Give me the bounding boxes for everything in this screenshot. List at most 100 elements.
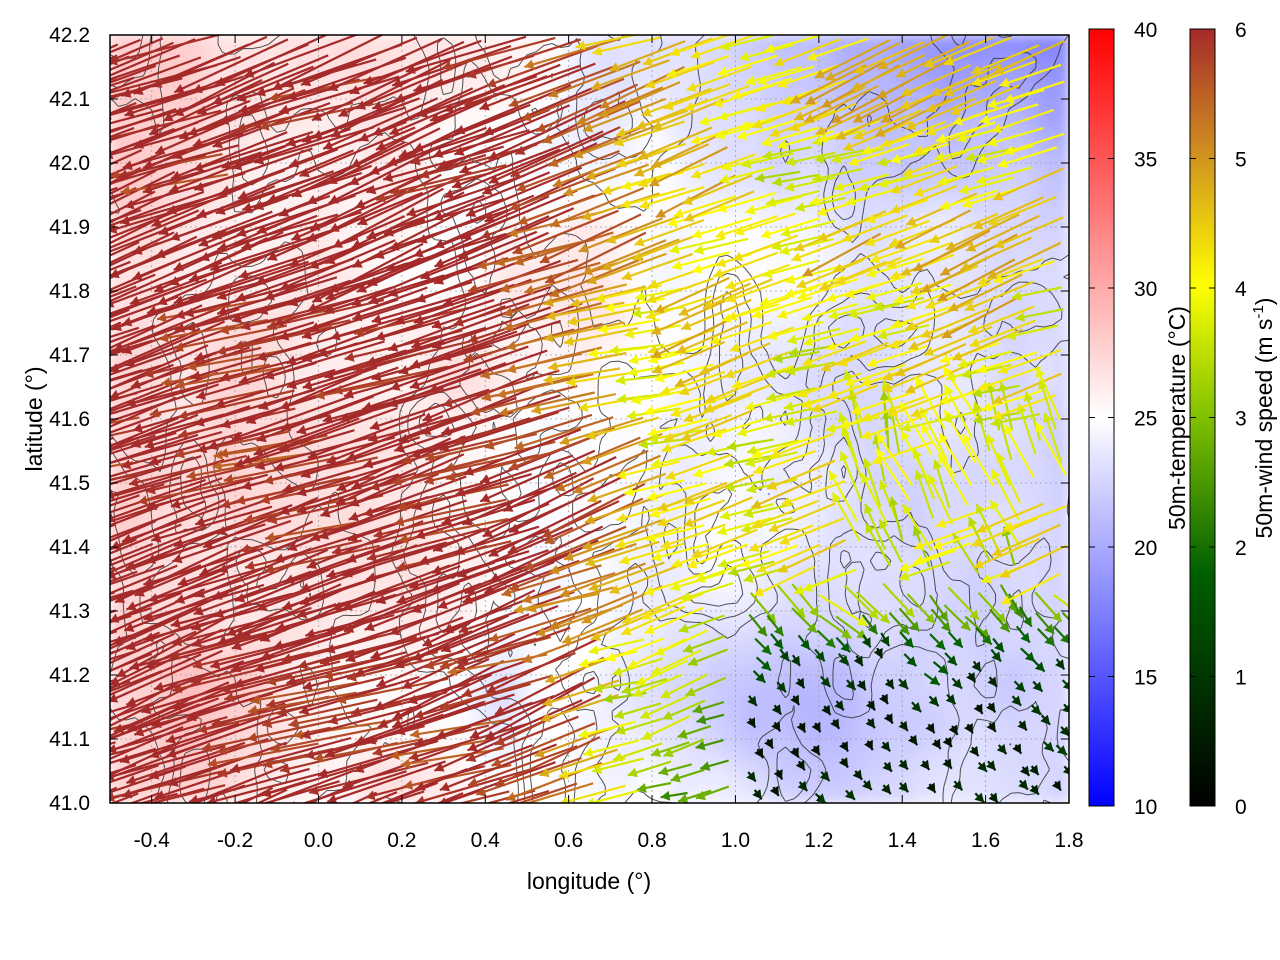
wind-vector	[372, 84, 489, 136]
wind-vector	[877, 324, 930, 340]
wind-vector	[330, 302, 452, 341]
wind-vector	[817, 210, 887, 242]
wind-vector	[771, 234, 825, 251]
wind-vector	[278, 75, 400, 115]
colorbar-tick-label: 6	[1235, 19, 1247, 42]
wind-vector	[110, 607, 199, 650]
wind-vector	[408, 723, 528, 761]
wind-vector	[1055, 744, 1068, 756]
wind-vector	[110, 366, 113, 370]
wind-vector	[223, 671, 341, 703]
x-tick-label: 0.6	[554, 829, 583, 852]
wind-vector	[110, 56, 202, 92]
wind-vector	[990, 413, 1040, 428]
wind-vector	[680, 581, 734, 602]
wind-vector	[479, 62, 596, 111]
wind-vector	[1061, 611, 1069, 621]
wind-vector	[264, 544, 380, 575]
wind-vector	[110, 85, 207, 115]
wind-vector	[578, 720, 636, 739]
wind-vector	[484, 167, 599, 223]
wind-vector	[137, 792, 178, 803]
wind-vector	[324, 274, 445, 314]
wind-vector	[566, 371, 636, 387]
wind-vector	[794, 196, 847, 212]
wind-vector	[1040, 714, 1051, 726]
wind-vector	[680, 410, 752, 442]
wind-vector	[1003, 505, 1067, 532]
wind-vector	[188, 767, 310, 803]
wind-vector	[253, 410, 372, 457]
wind-vector	[441, 484, 562, 526]
wind-vector	[144, 633, 267, 670]
wind-vector	[464, 64, 581, 108]
wind-vector	[396, 540, 512, 571]
wind-vector	[768, 502, 836, 533]
wind-vector	[453, 104, 571, 156]
wind-vector	[275, 593, 397, 632]
wind-vector	[301, 298, 422, 340]
wind-vector	[893, 283, 952, 304]
wind-vector	[413, 103, 531, 152]
wind-vector	[508, 476, 622, 534]
wind-vector	[433, 231, 549, 285]
wind-vector	[305, 603, 426, 639]
wind-vector	[749, 592, 777, 624]
wind-vector	[789, 102, 857, 132]
wind-vector	[592, 680, 641, 694]
wind-vector	[986, 721, 997, 733]
wind-vector	[346, 650, 464, 682]
wind-vector	[514, 416, 614, 451]
wind-vector	[737, 418, 793, 437]
wind-vector	[928, 594, 949, 622]
wind-vector	[820, 341, 889, 372]
wind-vector	[279, 407, 398, 453]
wind-vector	[199, 520, 314, 577]
wind-vector	[655, 174, 736, 219]
wind-vector	[410, 129, 530, 166]
wind-vector	[311, 65, 426, 122]
wind-vector	[552, 150, 644, 188]
colorbar-tick-label: 2	[1235, 537, 1247, 560]
wind-vector	[929, 212, 999, 244]
wind-vector	[268, 75, 382, 102]
wind-vector	[548, 351, 627, 372]
wind-vector	[944, 652, 958, 666]
wind-vector	[869, 238, 933, 264]
wind-vector	[920, 423, 957, 477]
wind-vector	[923, 325, 993, 356]
wind-vector	[110, 209, 200, 249]
wind-vector	[339, 384, 461, 423]
wind-vector	[1052, 625, 1069, 645]
wind-vector	[354, 699, 474, 745]
wind-vector	[966, 672, 977, 683]
wind-vector	[590, 59, 670, 90]
wind-vector	[746, 771, 757, 783]
wind-vector	[790, 694, 801, 706]
wind-vector	[130, 405, 251, 448]
wind-vector	[646, 482, 707, 502]
wind-vector	[234, 585, 350, 639]
wind-vector	[766, 387, 817, 402]
wind-vector	[957, 350, 1013, 369]
wind-vector	[110, 542, 154, 563]
wind-vector	[939, 189, 998, 211]
wind-vector	[143, 346, 262, 379]
wind-vector	[327, 127, 441, 185]
wind-vector	[1017, 403, 1037, 455]
wind-vector	[216, 726, 331, 755]
wind-vector	[110, 631, 161, 656]
wind-vector	[819, 594, 868, 627]
wind-vector	[789, 747, 800, 758]
x-tick-label: 1.4	[888, 829, 918, 852]
wind-vector	[1003, 80, 1065, 104]
wind-vector	[796, 258, 865, 289]
wind-vector	[948, 724, 959, 736]
wind-vector	[1011, 286, 1062, 301]
wind-vector	[860, 415, 924, 440]
wind-vector	[682, 635, 726, 654]
wind-vector	[406, 174, 526, 217]
wind-vector	[1013, 680, 1026, 693]
wind-vector	[990, 648, 1002, 663]
wind-vector	[992, 167, 1064, 201]
